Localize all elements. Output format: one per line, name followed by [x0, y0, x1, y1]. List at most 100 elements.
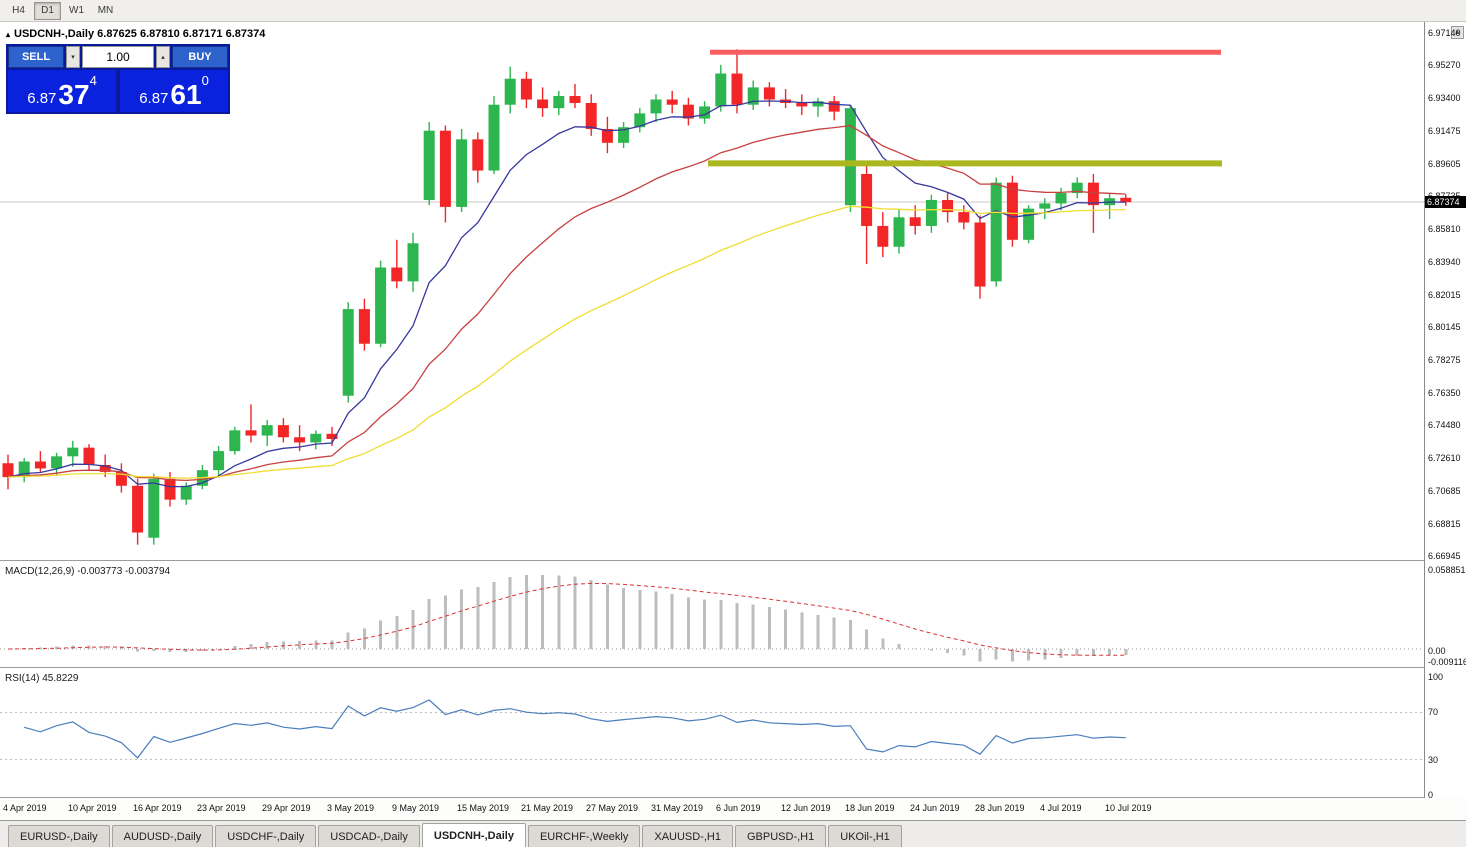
candle-body	[553, 96, 565, 109]
candle-body	[569, 96, 581, 103]
candle-body	[456, 139, 468, 207]
candle-body	[423, 130, 435, 200]
panel-splitter[interactable]	[0, 560, 1466, 561]
buy-price-point: 0	[201, 73, 209, 88]
chart-tab-usdchf-daily[interactable]: USDCHF-,Daily	[215, 825, 317, 847]
ma-slow-line	[7, 205, 1126, 479]
candle-body	[439, 130, 451, 207]
candle-body	[51, 456, 63, 469]
sell-price-box[interactable]: 6.87 37 4	[8, 70, 116, 112]
chevron-up-icon: ▴	[161, 54, 165, 61]
buy-button[interactable]: BUY	[172, 46, 228, 68]
date-axis-label: 16 Apr 2019	[133, 803, 182, 813]
macd-indicator-canvas[interactable]	[0, 562, 1424, 667]
timeframe-toolbar: H4 D1 W1 MN	[0, 0, 1466, 22]
timeframe-button-d1[interactable]: D1	[34, 1, 61, 20]
buy-price-big-figure: 6.87	[139, 89, 169, 107]
timeframe-button-h4[interactable]: H4	[5, 2, 32, 20]
date-axis-label: 18 Jun 2019	[845, 803, 895, 813]
candle-body	[844, 108, 856, 206]
candle-body	[537, 99, 549, 109]
candle-body	[812, 101, 824, 107]
date-axis-label: 29 Apr 2019	[262, 803, 311, 813]
candle-body	[715, 73, 727, 107]
panel-splitter[interactable]	[0, 797, 1466, 798]
volume-up-button[interactable]: ▴	[156, 46, 170, 68]
candle-body	[958, 212, 970, 223]
candle-body	[682, 104, 694, 119]
price-axis-label: 6.66945	[1428, 551, 1461, 561]
candle-body	[1071, 182, 1083, 194]
scroll-up-icon: ▲	[1454, 29, 1461, 36]
timeframe-button-w1[interactable]: W1	[63, 2, 90, 20]
buy-price-pips: 61	[170, 79, 202, 111]
candle-body	[2, 463, 14, 478]
candle-body	[245, 430, 257, 436]
current-price-badge: 6.87374	[1425, 196, 1466, 208]
candle-body	[148, 478, 160, 538]
macd-indicator-label: MACD(12,26,9) -0.003773 -0.003794	[5, 566, 171, 577]
candle-body	[763, 87, 775, 100]
candle-body	[115, 471, 127, 486]
chart-tab-ukoil-h1[interactable]: UKOil-,H1	[828, 825, 902, 847]
price-axis-label: 6.72610	[1428, 453, 1461, 463]
candle-body	[925, 199, 937, 226]
panel-splitter[interactable]	[0, 667, 1466, 668]
volume-input[interactable]: 1.00	[82, 46, 154, 68]
candle-body	[83, 447, 95, 465]
candle-body	[488, 104, 500, 171]
volume-down-button[interactable]: ▾	[66, 46, 80, 68]
main-chart-canvas[interactable]	[0, 22, 1424, 560]
date-axis-label: 10 Jul 2019	[1105, 803, 1152, 813]
one-click-trade-panel: SELL ▾ 1.00 ▴ BUY 6.87 37 4 6.87 61 0	[6, 44, 230, 114]
candle-body	[213, 451, 225, 471]
chart-tab-gbpusd-h1[interactable]: GBPUSD-,H1	[735, 825, 827, 847]
date-axis-label: 28 Jun 2019	[975, 803, 1025, 813]
buy-price-box[interactable]: 6.87 61 0	[120, 70, 228, 112]
price-axis-label: 6.93400	[1428, 93, 1461, 103]
price-axis[interactable]: ▲ 6.97140 6.95270 6.93400 6.91475 6.89605 6.8…	[1424, 22, 1466, 800]
chart-tab-eurusd-daily[interactable]: EURUSD-,Daily	[8, 825, 110, 847]
candle-body	[407, 243, 419, 282]
chart-tab-xauusd-h1[interactable]: XAUUSD-,H1	[642, 825, 733, 847]
candle-body	[942, 199, 954, 213]
date-axis-label: 4 Jul 2019	[1040, 803, 1082, 813]
sell-price-big-figure: 6.87	[27, 89, 57, 107]
candle-body	[326, 433, 338, 439]
candle-body	[634, 113, 646, 128]
candle-body	[796, 102, 808, 107]
chart-tab-usdcad-daily[interactable]: USDCAD-,Daily	[318, 825, 420, 847]
macd-signal-line	[7, 582, 1126, 656]
rsi-axis-label: 30	[1428, 755, 1439, 765]
price-axis-label: 6.95270	[1428, 60, 1461, 70]
rsi-axis-label: 70	[1428, 707, 1439, 717]
chart-symbol-header: ▴ USDCNH-,Daily 6.87625 6.87810 6.87171 …	[6, 28, 265, 40]
scroll-up-button[interactable]: ▲	[1451, 26, 1464, 39]
chart-tab-audusd-daily[interactable]: AUDUSD-,Daily	[111, 825, 214, 847]
timeframe-button-mn[interactable]: MN	[92, 2, 119, 20]
price-axis-label: 6.78275	[1428, 355, 1461, 365]
candle-body	[34, 461, 46, 469]
chart-tab-usdcnh-daily[interactable]: USDCNH-,Daily	[421, 823, 526, 847]
rsi-axis-label: 0	[1428, 790, 1434, 800]
price-axis-label: 6.74480	[1428, 420, 1461, 430]
candle-body	[861, 173, 873, 226]
date-axis-label: 3 May 2019	[327, 803, 375, 813]
price-axis-label: 6.70685	[1428, 486, 1461, 496]
date-axis-label: 24 Jun 2019	[910, 803, 960, 813]
rsi-line	[24, 699, 1126, 759]
date-axis[interactable]: 4 Apr 2019 10 Apr 2019 16 Apr 2019 23 Apr 2…	[0, 798, 1466, 820]
price-axis-label: 6.89605	[1428, 159, 1461, 169]
candle-body	[180, 485, 192, 500]
chart-tab-eurchf-weekly[interactable]: EURCHF-,Weekly	[527, 825, 641, 847]
sell-price-pips: 37	[58, 79, 90, 111]
rsi-indicator-canvas[interactable]	[0, 669, 1424, 797]
trade-panel-top-row: SELL ▾ 1.00 ▴ BUY	[8, 46, 228, 68]
date-axis-label: 31 May 2019	[651, 803, 704, 813]
candle-body	[261, 425, 273, 436]
sell-button[interactable]: SELL	[8, 46, 64, 68]
candle-body	[132, 485, 144, 533]
price-axis-label: 6.76350	[1428, 388, 1461, 398]
candle-body	[520, 78, 532, 100]
candle-body	[391, 267, 403, 282]
